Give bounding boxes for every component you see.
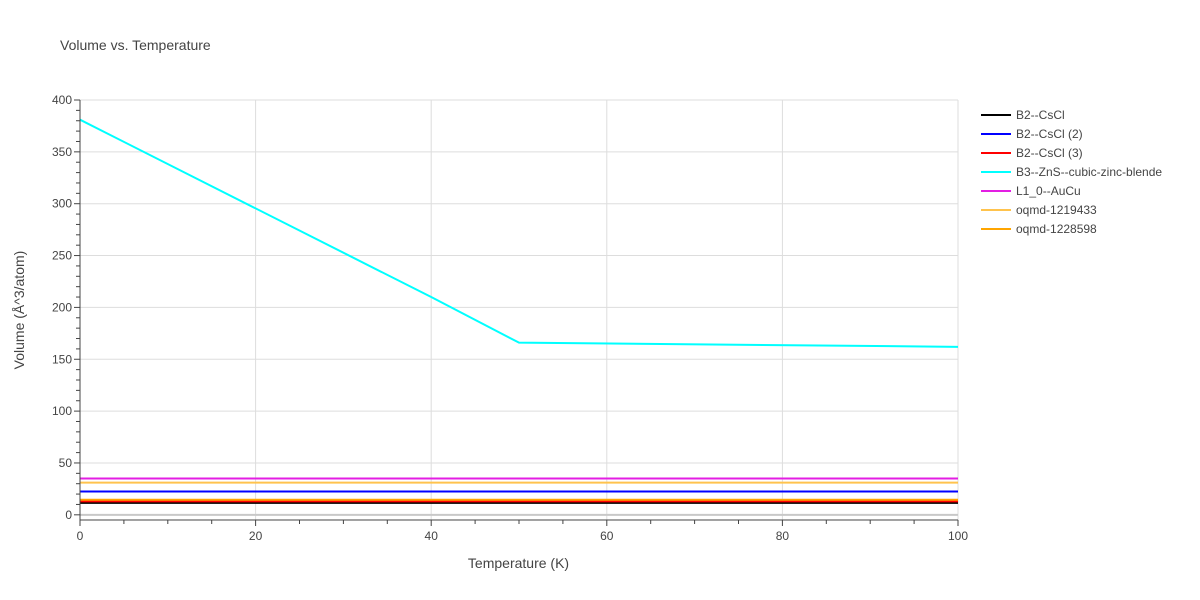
x-tick-label: 40: [425, 529, 439, 543]
legend-item-4[interactable]: B3--ZnS--cubic-zinc-blende: [981, 165, 1162, 179]
legend-label: B2--CsCl: [1016, 108, 1065, 122]
y-tick-label: 200: [52, 300, 72, 314]
y-tick-label: 100: [52, 404, 72, 418]
y-tick-label: 150: [52, 352, 72, 366]
legend-label: L1_0--AuCu: [1016, 184, 1081, 198]
legend-label: B2--CsCl (2): [1016, 127, 1083, 141]
y-tick-label: 350: [52, 145, 72, 159]
legend-item-7[interactable]: oqmd-1228598: [981, 222, 1097, 236]
x-tick-label: 80: [776, 529, 790, 543]
y-tick-label: 250: [52, 249, 72, 263]
y-tick-label: 0: [65, 508, 72, 522]
legend-item-1[interactable]: B2--CsCl: [981, 108, 1065, 122]
x-tick-label: 60: [600, 529, 614, 543]
legend-label: B3--ZnS--cubic-zinc-blende: [1016, 165, 1162, 179]
legend-item-2[interactable]: B2--CsCl (2): [981, 127, 1083, 141]
legend-item-5[interactable]: L1_0--AuCu: [981, 184, 1081, 198]
series-line-4: [79, 118, 959, 348]
y-tick-label: 50: [59, 456, 73, 470]
x-tick-label: 0: [77, 529, 84, 543]
legend-label: B2--CsCl (3): [1016, 146, 1083, 160]
axes: 0 20 40 60 80 100 0 50 100 150 200 250 300 350 400: [52, 93, 968, 543]
legend-label: oqmd-1228598: [1016, 222, 1097, 236]
legend-item-6[interactable]: oqmd-1219433: [981, 203, 1097, 217]
grid: [80, 99, 959, 520]
series-lines: [79, 118, 959, 504]
y-tick-label: 300: [52, 197, 72, 211]
legend-label: oqmd-1219433: [1016, 203, 1097, 217]
y-axis-label: Volume (Å^3/atom): [11, 251, 27, 370]
legend[interactable]: B2--CsCl B2--CsCl (2) B2--CsCl (3) B3--ZnS-…: [981, 108, 1162, 236]
legend-item-3[interactable]: B2--CsCl (3): [981, 146, 1083, 160]
x-tick-label: 20: [249, 529, 263, 543]
x-tick-label: 100: [948, 529, 968, 543]
chart-title: Volume vs. Temperature: [60, 37, 211, 53]
x-axis-label: Temperature (K): [468, 555, 569, 571]
y-tick-label: 400: [52, 93, 72, 107]
